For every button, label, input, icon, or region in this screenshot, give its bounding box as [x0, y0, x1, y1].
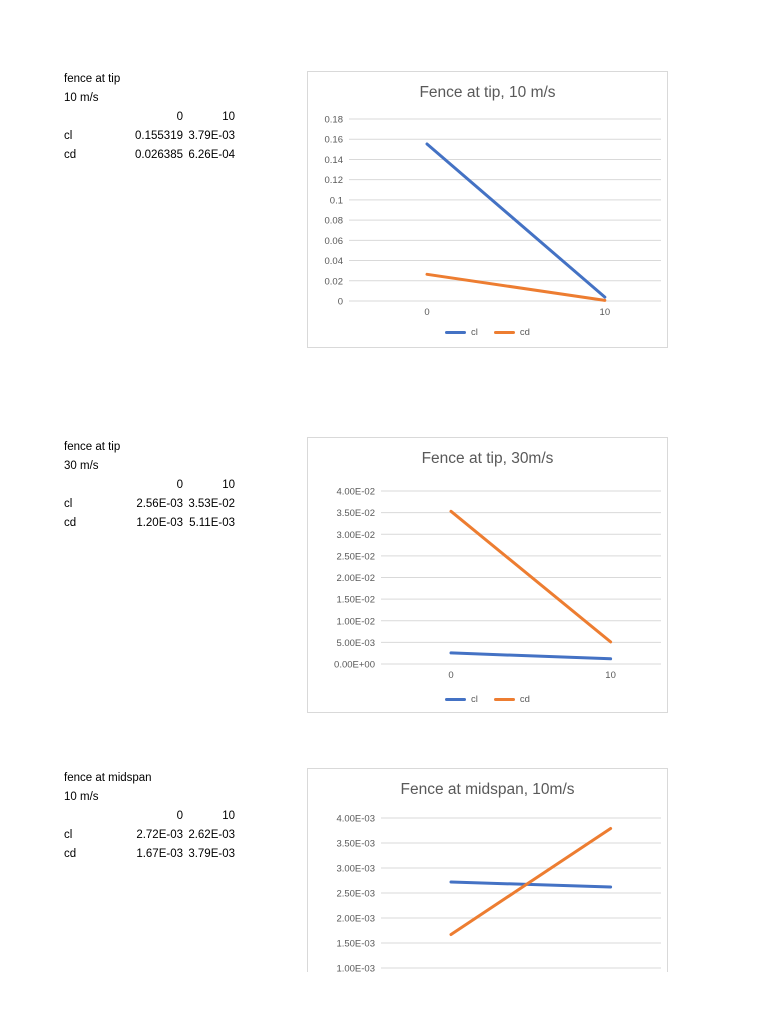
row-label: cl [64, 130, 73, 142]
chart-legend: cl cd [308, 327, 667, 338]
table-title-line2: 10 m/s [64, 791, 99, 803]
col-header: 0 [176, 810, 183, 822]
row-label: cl [64, 829, 73, 841]
svg-text:10: 10 [605, 670, 616, 681]
svg-text:0: 0 [448, 670, 453, 681]
svg-text:1.50E-02: 1.50E-02 [336, 595, 375, 606]
table-cell: 5.11E-03 [189, 517, 235, 529]
svg-text:2.50E-03: 2.50E-03 [336, 889, 375, 900]
legend-line-swatch-cl [445, 331, 467, 334]
svg-text:1.00E-03: 1.00E-03 [336, 964, 375, 973]
table-cell: 3.79E-03 [188, 130, 235, 142]
table-title-line1: fence at tip [64, 441, 121, 453]
table-cell: 2.56E-03 [136, 498, 183, 510]
legend-item-cl[interactable]: cl [445, 327, 478, 338]
table-cell: 2.62E-03 [188, 829, 235, 841]
table-cell: 0.026385 [135, 149, 183, 161]
chart-plot-area: 4.00E-02 3.50E-02 3.00E-02 2.50E-02 2.00E-02… [334, 487, 661, 681]
col-header: 10 [222, 111, 235, 123]
svg-text:4.00E-03: 4.00E-03 [336, 814, 375, 825]
svg-text:2.50E-02: 2.50E-02 [336, 551, 375, 562]
svg-text:10: 10 [600, 307, 611, 318]
svg-text:3.50E-03: 3.50E-03 [336, 839, 375, 850]
chart-plot-area: 0.18 0.16 0.14 0.12 0.1 0.08 0.06 0.04 0.02 0 0 10 [325, 115, 661, 318]
svg-text:2.00E-03: 2.00E-03 [336, 914, 375, 925]
chart-title: Fence at tip, 10 m/s [419, 84, 556, 101]
table-title-line2: 10 m/s [64, 92, 99, 104]
chart-title: Fence at tip, 30m/s [421, 450, 554, 467]
table-title-line1: fence at midspan [64, 772, 152, 784]
svg-text:0.16: 0.16 [325, 135, 344, 146]
table-title-line2: 30 m/s [64, 460, 99, 472]
svg-text:3.50E-02: 3.50E-02 [336, 508, 375, 519]
legend-item-cd[interactable]: cd [493, 694, 530, 705]
svg-text:0.18: 0.18 [325, 115, 344, 126]
row-label: cd [64, 149, 77, 161]
chart-fence-tip-30ms[interactable]: Fence at tip, 30m/s 4.00E-02 3.50E-02 3.00… [307, 437, 668, 713]
table-cell: 2.72E-03 [136, 829, 183, 841]
table-cell: 3.79E-03 [188, 848, 235, 860]
col-header: 0 [176, 111, 183, 123]
legend-line-swatch-cd [493, 698, 515, 701]
table-cell: 3.53E-02 [188, 498, 235, 510]
svg-text:0.08: 0.08 [325, 216, 344, 227]
legend-line-swatch-cd [493, 331, 515, 334]
legend-label: cd [519, 694, 530, 705]
legend-label: cd [519, 327, 530, 338]
col-header: 10 [222, 810, 235, 822]
table-cell: 6.26E-04 [188, 149, 235, 161]
chart-fence-tip-10ms[interactable]: Fence at tip, 10 m/s 0.18 0.16 0.14 0.12 0.1… [307, 71, 668, 348]
row-label: cd [64, 517, 77, 529]
svg-text:3.00E-02: 3.00E-02 [336, 530, 375, 541]
svg-text:0.04: 0.04 [325, 256, 344, 267]
legend-item-cd[interactable]: cd [493, 327, 530, 338]
col-header: 10 [222, 479, 235, 491]
table-fence-tip-30ms: fence at tip 30 m/s 0 10 cl 2.56E-03 3.5… [64, 438, 235, 533]
table-cell: 0.155319 [135, 130, 183, 142]
row-label: cl [64, 498, 73, 510]
table-cell: 1.20E-03 [136, 517, 183, 529]
table-corner-cell [64, 476, 104, 495]
table-cell: 1.67E-03 [136, 848, 183, 860]
legend-item-cl[interactable]: cl [445, 694, 478, 705]
svg-text:1.50E-03: 1.50E-03 [336, 939, 375, 950]
chart-legend: cl cd [308, 694, 667, 705]
chart-clip-region: Fence at midspan, 10m/s 4.00E-03 3.50E-03… [307, 768, 670, 972]
svg-text:0.00E+00: 0.00E+00 [334, 660, 375, 671]
table-corner-cell [64, 108, 104, 127]
svg-text:0.06: 0.06 [325, 236, 344, 247]
row-label: cd [64, 848, 77, 860]
svg-text:0.02: 0.02 [325, 276, 344, 287]
svg-text:3.00E-03: 3.00E-03 [336, 864, 375, 875]
chart-fence-midspan-10ms[interactable]: Fence at midspan, 10m/s 4.00E-03 3.50E-03… [307, 768, 668, 972]
table-corner-cell [64, 807, 104, 826]
chart-title: Fence at midspan, 10m/s [400, 781, 575, 798]
svg-text:0.1: 0.1 [330, 195, 343, 206]
svg-text:4.00E-02: 4.00E-02 [336, 487, 375, 498]
legend-line-swatch-cl [445, 698, 467, 701]
svg-text:0.14: 0.14 [325, 155, 344, 166]
col-header: 0 [176, 479, 183, 491]
table-fence-midspan-10ms: fence at midspan 10 m/s 0 10 cl 2.72E-03… [64, 769, 235, 864]
svg-text:0: 0 [424, 307, 429, 318]
chart-plot-area: 4.00E-03 3.50E-03 3.00E-03 2.50E-03 2.00E-03… [336, 814, 661, 973]
svg-text:1.00E-02: 1.00E-02 [336, 616, 375, 627]
svg-text:5.00E-03: 5.00E-03 [336, 638, 375, 649]
legend-label: cl [471, 327, 478, 338]
svg-text:0: 0 [338, 297, 343, 308]
legend-label: cl [471, 694, 478, 705]
table-fence-tip-10ms: fence at tip 10 m/s 0 10 cl 0.155319 3.7… [64, 70, 235, 165]
table-title-line1: fence at tip [64, 73, 121, 85]
svg-text:2.00E-02: 2.00E-02 [336, 573, 375, 584]
svg-text:0.12: 0.12 [325, 175, 344, 186]
